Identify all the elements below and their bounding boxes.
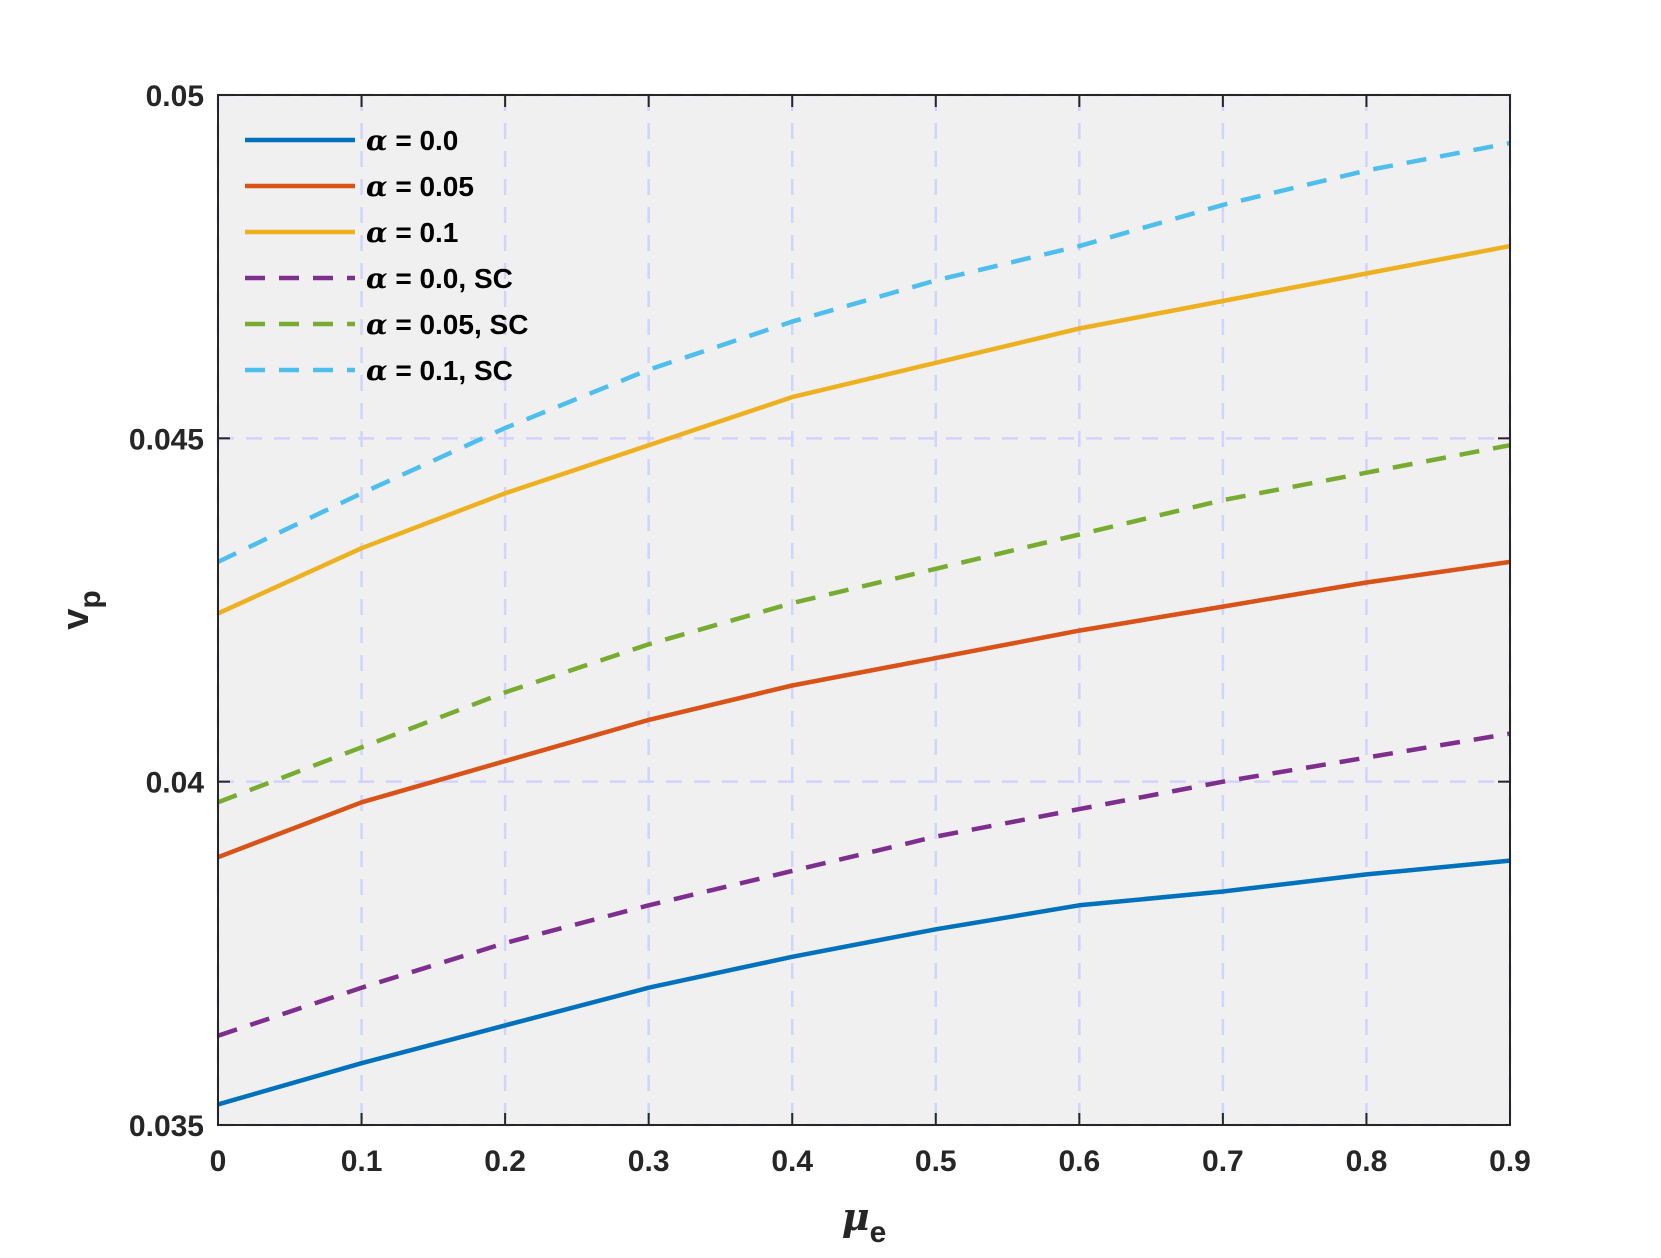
x-axis-label-subscript: e — [870, 1216, 887, 1249]
legend: α = 0.0α = 0.05α = 0.1α = 0.0, SCα = 0.0… — [245, 124, 528, 387]
legend-name-2: = 0.05 — [388, 171, 474, 202]
legend-name-5: = 0.05, SC — [388, 309, 529, 340]
legend-greek-1: α — [366, 124, 388, 157]
legend-name-6: = 0.1, SC — [388, 355, 513, 386]
series-line-3 — [217, 243, 1511, 616]
legend-name-4: = 0.0, SC — [388, 263, 513, 294]
y-tick-labels: 0.035 0.04 0.045 0.05 — [129, 80, 204, 1143]
x-tick-label: 0.4 — [771, 1145, 813, 1178]
series-layer — [217, 140, 1511, 1107]
x-tick-label: 0.7 — [1202, 1145, 1244, 1178]
plot-area — [218, 95, 1510, 1125]
legend-label-5: α = 0.05, SC — [366, 308, 528, 341]
series-line-5 — [217, 442, 1511, 805]
y-axis-label-subscript: p — [74, 590, 107, 608]
series-line-6 — [217, 140, 1511, 564]
x-tick-labels: 0 0.1 0.2 0.3 0.4 0.5 0.6 0.7 0.8 0.9 — [210, 1145, 1531, 1178]
legend-name-1: = 0.0 — [388, 125, 459, 156]
legend-greek-5: α — [366, 308, 388, 341]
y-tick-label: 0.045 — [129, 423, 204, 456]
legend-greek-6: α — [366, 354, 388, 387]
x-axis-label: μe — [842, 1194, 887, 1249]
x-tick-label: 0.9 — [1489, 1145, 1531, 1178]
x-tick-label: 0.1 — [341, 1145, 383, 1178]
legend-label-2: α = 0.05 — [366, 170, 474, 203]
legend-label-4: α = 0.0, SC — [366, 262, 513, 295]
x-tick-label: 0 — [210, 1145, 227, 1178]
y-axis-label-symbol: v — [55, 609, 97, 630]
legend-greek-4: α — [366, 262, 388, 295]
x-tick-label: 0.8 — [1346, 1145, 1388, 1178]
legend-label-6: α = 0.1, SC — [366, 354, 513, 387]
x-tick-label: 0.2 — [484, 1145, 526, 1178]
series-line-1 — [217, 858, 1511, 1107]
legend-greek-3: α — [366, 216, 388, 249]
legend-greek-2: α — [366, 170, 388, 203]
axes-box — [217, 94, 1511, 1126]
x-axis-label-symbol: μ — [842, 1194, 870, 1239]
legend-label-3: α = 0.1 — [366, 216, 458, 249]
x-tick-label: 0.6 — [1058, 1145, 1100, 1178]
y-axis-label: vp — [55, 590, 107, 629]
series-line-2 — [217, 559, 1511, 860]
y-tick-label: 0.05 — [146, 80, 204, 113]
x-tick-label: 0.5 — [915, 1145, 957, 1178]
y-tick-label: 0.04 — [146, 767, 205, 800]
y-tick-label: 0.035 — [129, 1110, 204, 1143]
legend-name-3: = 0.1 — [388, 217, 459, 248]
x-tick-label: 0.3 — [628, 1145, 670, 1178]
legend-label-1: α = 0.0 — [366, 124, 458, 157]
tick-marks — [217, 94, 1511, 1126]
